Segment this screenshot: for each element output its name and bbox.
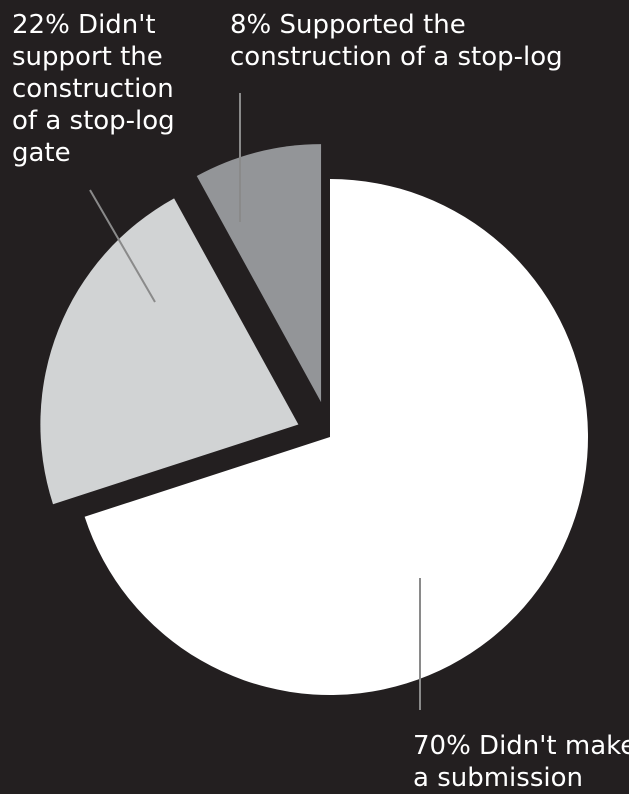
slice-label-1-line-2: a submission <box>413 763 583 793</box>
leader-lines <box>89 93 421 710</box>
slice-label-2-line-2: support the <box>12 42 163 72</box>
slice-labels: 70% Didn't make a submission 22% Didn't sup… <box>12 10 629 793</box>
slice-label-2: 22% Didn't support the construction of a st… <box>12 10 175 168</box>
slice-label-2-line-1: 22% Didn't <box>12 10 156 40</box>
slice-label-1: 70% Didn't make a submission <box>413 731 629 793</box>
pie-slice-1 <box>84 179 588 695</box>
slice-label-2-line-3: construction <box>12 74 174 104</box>
slice-label-2-line-5: gate <box>12 138 71 168</box>
leader-line-2 <box>89 189 156 303</box>
slice-label-3: 8% Supported the construction of a stop-l… <box>230 10 563 72</box>
slice-label-1-line-1: 70% Didn't make <box>413 731 629 761</box>
slice-label-3-line-1: 8% Supported the <box>230 10 466 40</box>
slice-label-3-line-2: construction of a stop-log <box>230 42 563 72</box>
pie-slices <box>40 144 588 695</box>
pie-slice-3 <box>196 144 322 403</box>
pie-slice-2 <box>40 198 299 505</box>
slice-label-2-line-4: of a stop-log <box>12 106 175 136</box>
